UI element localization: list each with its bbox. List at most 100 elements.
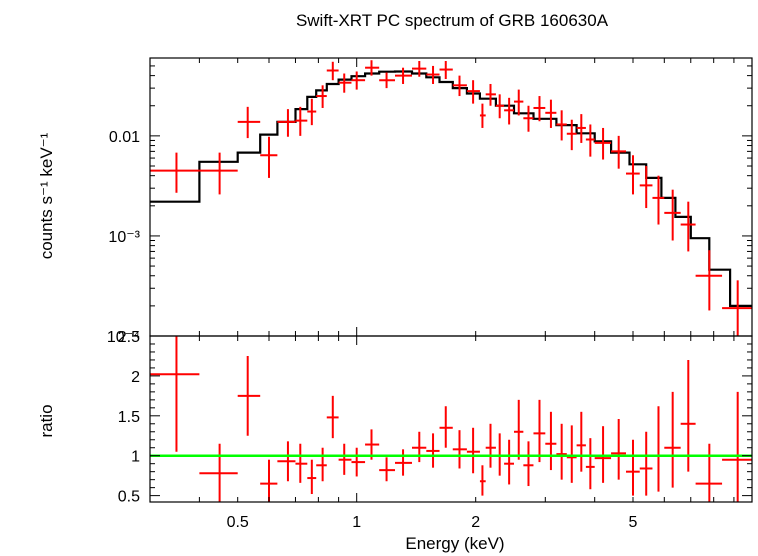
ratio-point [199,443,238,502]
ratio-point [585,438,595,490]
spectrum-point [326,61,339,81]
ratio-point [545,411,557,471]
spectrum-axes: 0.01 10⁻³ 10⁻⁴ [107,57,753,346]
ratio-point [277,441,296,482]
ratio-point [504,439,515,485]
spectrum-point [523,105,534,132]
ratio-axes: 0.5 1 2 5 0.5 1 1.5 2 2.5 [118,329,753,531]
spectrum-point [576,114,586,143]
ratio-point [576,411,586,472]
ratio-point [316,447,327,482]
spectrum-panel: 0.01 10⁻³ 10⁻⁴ counts s⁻¹ keV⁻¹ [37,57,753,346]
spectrum-point [722,280,752,336]
spectrum-point [295,106,308,136]
spectrum-point [479,103,486,128]
spectrum-point [566,119,577,151]
y-tick-label-spectrum: 0.01 [109,129,140,146]
y-tick-label-ratio: 1 [131,449,140,466]
spectrum-point [594,127,612,160]
spectrum-point [556,110,567,141]
ratio-point [639,431,653,496]
ratio-points [150,336,752,502]
model-step-line [150,70,752,307]
ratio-point [533,399,546,463]
spectrum-point [485,83,496,106]
spectrum-point [495,94,505,119]
ratio-panel: 0.5 1 2 5 0.5 1 1.5 2 2.5 ratio Energy (keV) [37,329,753,553]
x-tick-label: 1 [352,514,361,531]
spectrum-point [466,80,480,104]
y-tick-label-ratio: 2 [131,369,140,386]
y-axis-label-spectrum: counts s⁻¹ keV⁻¹ [37,132,56,259]
y-tick-label-spectrum: 10⁻³ [108,229,140,246]
spectrum-point [695,250,723,311]
spectrum-point [316,85,327,108]
ratio-point [514,399,524,460]
spectrum-point [411,60,427,77]
ratio-point [485,423,496,468]
spectrum-point [533,96,546,122]
ratio-point [611,419,626,480]
ratio-point [695,443,723,502]
ratio-point [625,439,640,496]
spectrum-point [504,97,515,125]
spectrum-point [150,152,200,193]
y-tick-label-spectrum: 10⁻⁴ [107,329,140,346]
ratio-point [150,336,200,452]
ratio-point [664,391,681,488]
spectrum-point [452,75,467,97]
ratio-point [307,459,317,495]
spectrum-point [426,65,440,84]
ratio-point [523,441,534,487]
spectrum-point [611,135,626,169]
ratio-point [237,355,261,436]
x-tick-label: 2 [471,514,480,531]
spectrum-point [545,99,557,128]
spectrum-point [639,165,653,209]
y-tick-label-ratio: 2.5 [118,329,140,346]
y-axis-label-ratio: ratio [37,404,56,437]
spectrum-point [277,109,296,137]
ratio-point [466,427,480,474]
ratio-frame [149,335,753,503]
x-tick-label: 5 [629,514,638,531]
ratio-point [722,391,752,502]
data-points [150,60,752,336]
ratio-point [295,443,308,483]
ratio-point [426,433,440,468]
ratio-point [411,431,427,463]
spectrum-point [260,136,278,178]
x-axis-label: Energy (keV) [405,534,504,553]
ratio-point [326,395,339,439]
spectrum-point [379,72,396,89]
ratio-point [439,406,453,448]
spectrum-point [585,124,595,157]
spectrum-point [664,189,681,241]
ratio-point [556,423,567,480]
y-tick-label-ratio: 1.5 [118,409,140,426]
spectrum-point [680,201,696,252]
spectrum-point [514,89,524,116]
y-tick-label-ratio: 0.5 [118,489,140,506]
ratio-point [351,447,366,477]
spectrum-point [395,67,412,84]
ratio-point [260,459,278,502]
spectrum-point [351,71,366,90]
ratio-point [566,425,577,483]
spectrum-point [338,73,352,93]
ratio-point [379,457,396,482]
spectrum-point [625,155,640,195]
model-curve [150,70,752,307]
spectrum-point [199,152,238,195]
ratio-point [652,406,665,492]
ratio-point [479,465,486,496]
x-tick-label: 0.5 [227,514,249,531]
ratio-point [680,359,696,472]
spectrum-point [439,60,453,80]
spectrum-point [365,60,380,76]
chart-title: Swift-XRT PC spectrum of GRB 160630A [296,11,609,30]
spectrum-point [652,175,665,225]
ratio-point [395,449,412,476]
spectrum-point [237,106,261,139]
